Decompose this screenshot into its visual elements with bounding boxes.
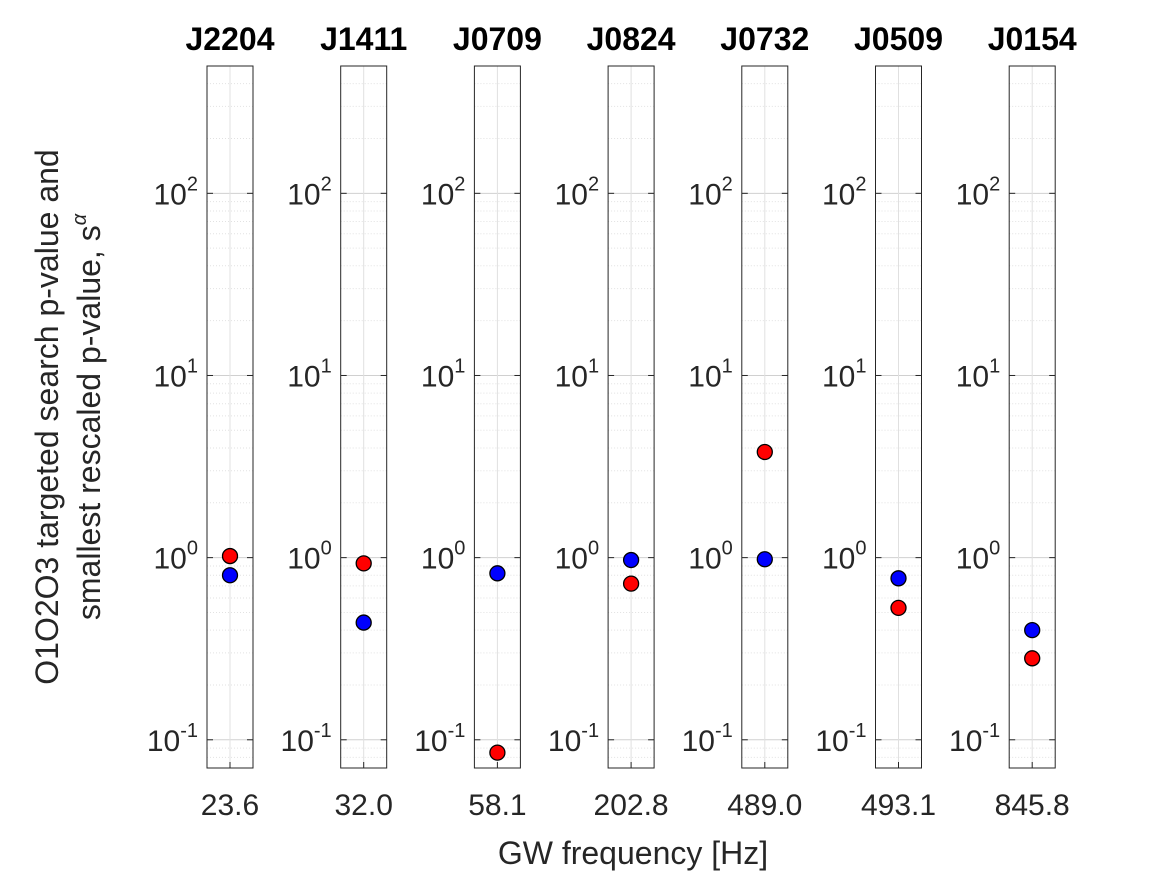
- panel-j0732: 10-1 100 101 102 J0732 489.0: [682, 21, 810, 822]
- panel-j0509: 10-1 100 101 102 J0509 493.1: [815, 21, 943, 822]
- panel-title: J0732: [720, 21, 809, 57]
- y-tick-label: 10-1: [682, 720, 733, 758]
- y-tick-label: 101: [154, 355, 199, 393]
- y-tick-label: 102: [956, 173, 1000, 211]
- y-tick-label: 101: [555, 355, 600, 393]
- data-point-blue: [221, 567, 239, 584]
- y-axis-label-superscript: α: [69, 213, 91, 225]
- y-tick-label: 102: [688, 173, 733, 211]
- x-tick-label: 23.6: [201, 789, 259, 822]
- y-tick-label: 10-1: [147, 720, 198, 758]
- y-axis-label-line2-text: smallest rescaled p-value, s: [71, 225, 107, 620]
- y-tick-label: 100: [421, 538, 466, 576]
- y-tick-label: 101: [956, 355, 1000, 393]
- x-axis-label: GW frequency [Hz]: [498, 835, 768, 871]
- y-tick-label: 10-1: [281, 720, 332, 758]
- data-point-blue: [622, 551, 640, 569]
- y-tick-label: 102: [822, 173, 867, 211]
- y-tick-label: 100: [287, 538, 332, 576]
- panel-j1411: 10-1 100 101 102 J1411 32.0: [281, 21, 408, 822]
- panel-title: J0509: [854, 21, 943, 57]
- y-axis-label-line1: O1O2O3 targeted search p-value and: [29, 149, 65, 684]
- x-tick-label: 493.1: [861, 789, 936, 822]
- y-tick-label: 10-1: [815, 720, 866, 758]
- y-tick-label: 100: [555, 538, 600, 576]
- data-point-red: [489, 744, 506, 761]
- y-tick-label: 102: [287, 173, 332, 211]
- chart-panels: 10-1100101102J220423.610-1100101102J1411…: [147, 21, 1077, 822]
- data-point-red: [890, 599, 907, 617]
- y-tick-label: 100: [956, 538, 1000, 576]
- y-tick-label: 10-1: [414, 720, 465, 758]
- y-tick-label: 100: [688, 538, 733, 576]
- y-tick-label: 100: [154, 538, 199, 576]
- y-tick-label: 101: [688, 355, 733, 393]
- data-point-red: [756, 443, 773, 461]
- y-tick-label: 101: [822, 355, 867, 393]
- panel-title: J0709: [453, 21, 542, 57]
- y-tick-label: 102: [154, 173, 199, 211]
- panel-title: J2204: [186, 21, 275, 57]
- panel-title: J1411: [320, 21, 407, 57]
- data-point-red: [355, 555, 372, 572]
- y-tick-label: 101: [421, 355, 466, 393]
- y-axis-label-line2: smallest rescaled p-value, sα: [69, 213, 107, 620]
- data-point-blue: [756, 551, 773, 568]
- data-point-blue: [355, 614, 372, 631]
- y-tick-label: 100: [822, 538, 867, 576]
- x-tick-label: 202.8: [594, 789, 669, 822]
- data-point-blue: [489, 565, 506, 582]
- y-tick-label: 102: [555, 173, 600, 211]
- data-point-blue: [1024, 621, 1041, 639]
- data-point-red: [1024, 650, 1041, 667]
- panel-title: J0154: [988, 21, 1077, 57]
- data-point-red: [622, 575, 640, 592]
- panel-j0824: 10-1 100 101 102 J0824 202.8: [548, 21, 676, 822]
- y-tick-label: 10-1: [949, 720, 1000, 758]
- data-point-blue: [890, 570, 907, 587]
- data-point-red: [221, 547, 239, 565]
- x-tick-label: 32.0: [335, 789, 393, 822]
- x-tick-label: 489.0: [727, 789, 802, 822]
- panel-j2204: 10-1 100 101 102 J2204 23.6: [147, 21, 275, 822]
- y-tick-label: 10-1: [548, 720, 599, 758]
- panel-j0709: 10-1 100 101 102 J0709 58.1: [414, 21, 542, 822]
- x-tick-label: 845.8: [995, 789, 1070, 822]
- y-tick-label: 101: [287, 355, 332, 393]
- x-tick-label: 58.1: [468, 789, 526, 822]
- panel-j0154: 10-1 100 101 102 J0154 845.8: [949, 21, 1077, 822]
- panel-title: J0824: [587, 21, 676, 57]
- y-tick-label: 102: [421, 173, 466, 211]
